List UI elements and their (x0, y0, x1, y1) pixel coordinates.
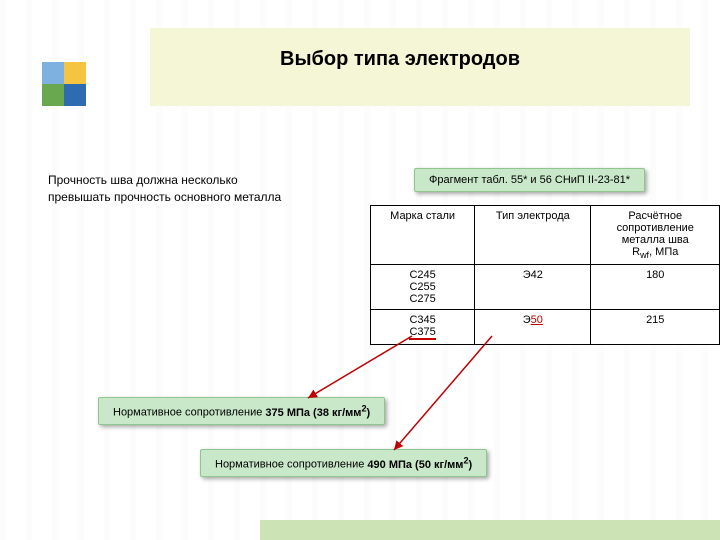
intro-text: Прочность шва должна несколько превышать… (48, 172, 288, 207)
fragment-badge: Фрагмент табл. 55* и 56 СНиП II-23-81* (414, 168, 645, 192)
cell-elec-1: Э42 (475, 265, 591, 310)
cell-elec-2: Э50 (475, 310, 591, 345)
cell-r-2: 215 (591, 310, 720, 345)
th-electrode: Тип электрода (475, 206, 591, 265)
th-r: Расчётное сопротивление металла шва Rwf,… (591, 206, 720, 265)
accent-logo (42, 62, 86, 106)
cell-r-1: 180 (591, 265, 720, 310)
callout-375: Нормативное сопротивление 375 МПа (38 кг… (98, 397, 385, 425)
page-title: Выбор типа электродов (280, 48, 520, 71)
cell-steel-2: С345 С375 (371, 310, 475, 345)
footer-band (260, 520, 720, 540)
th-steel: Марка стали (371, 206, 475, 265)
slide: Выбор типа электродов Прочность шва долж… (0, 0, 720, 540)
cell-steel-1: С245 С255 С275 (371, 265, 475, 310)
callout-490: Нормативное сопротивление 490 МПа (50 кг… (200, 449, 487, 477)
data-table: Марка стали Тип электрода Расчётное сопр… (370, 205, 720, 345)
